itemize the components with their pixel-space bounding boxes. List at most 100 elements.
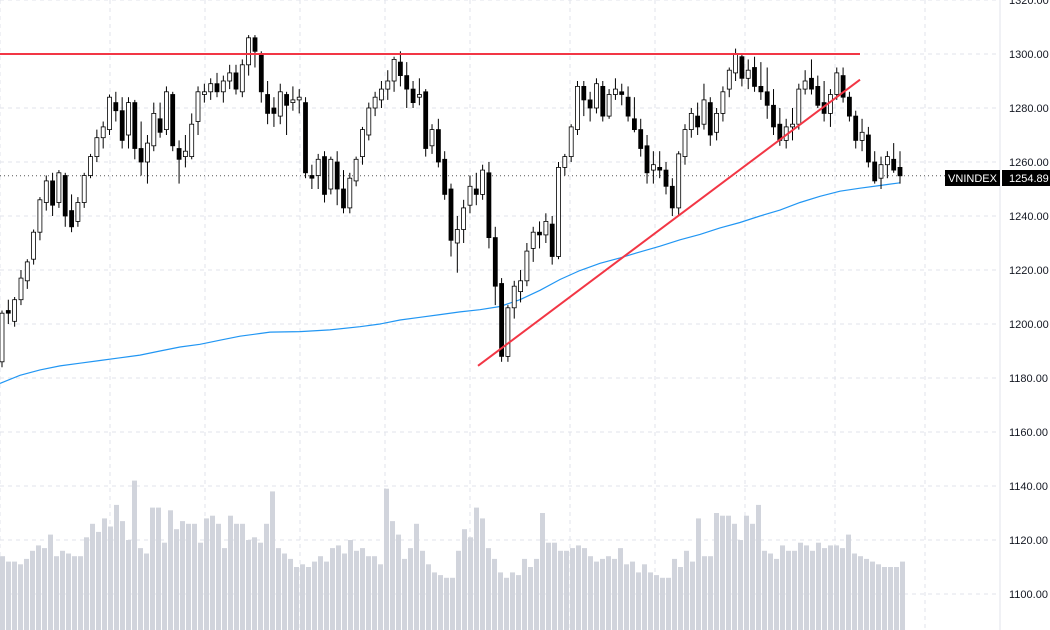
candle-body — [499, 283, 505, 357]
candle-body — [442, 158, 448, 195]
candle — [94, 129, 100, 162]
candle — [31, 229, 37, 265]
candle — [410, 81, 416, 108]
volume-bar — [642, 564, 647, 630]
candle-body — [809, 77, 814, 90]
candle — [505, 305, 511, 362]
candle-body — [189, 123, 195, 157]
volume-bar — [426, 564, 431, 630]
volume-bar — [132, 480, 137, 630]
candle — [397, 51, 403, 87]
candle — [859, 118, 865, 152]
candle — [530, 226, 536, 262]
candle — [720, 86, 726, 122]
volume-bar — [210, 515, 215, 630]
last-price-tag: VNINDEX 1254.89 — [945, 170, 1050, 186]
volume-bar — [468, 537, 473, 630]
candle-body — [505, 307, 511, 357]
candle-body — [239, 64, 245, 93]
candle — [138, 121, 144, 176]
candle-body — [163, 91, 169, 131]
volume-bar — [12, 561, 17, 630]
volume-bar — [294, 567, 299, 630]
candle — [809, 59, 814, 95]
price-tick-label: 1100.00 — [1009, 589, 1048, 601]
volume-bar — [894, 567, 899, 630]
candle — [764, 67, 770, 119]
candle-body — [594, 83, 599, 109]
candle — [12, 297, 18, 327]
candle-body — [75, 202, 81, 222]
candle — [119, 97, 125, 149]
candle-body — [461, 207, 467, 230]
price-tick-label: 1260.00 — [1009, 157, 1049, 169]
candle-body — [360, 129, 365, 158]
candle — [657, 151, 663, 179]
candle-body — [258, 53, 264, 93]
volume-bar — [498, 572, 503, 630]
candle — [651, 151, 656, 184]
candle-body — [271, 107, 277, 114]
volume-bar — [696, 518, 701, 630]
candle — [739, 54, 745, 87]
volume-bar — [702, 556, 707, 630]
candle-body — [277, 91, 283, 117]
candle-body — [815, 86, 821, 106]
trend-line[interactable] — [477, 78, 861, 367]
volume-bar — [252, 537, 257, 630]
candle — [271, 97, 277, 127]
candle — [246, 35, 252, 76]
volume-bar — [156, 507, 161, 630]
volume-bar — [54, 556, 59, 630]
candle — [239, 59, 245, 98]
candle — [587, 91, 593, 122]
candle-body — [802, 80, 808, 90]
candle-body — [847, 96, 852, 117]
candle-body — [701, 99, 707, 125]
candle — [575, 81, 580, 135]
candle-body — [94, 137, 100, 157]
volume-bar — [342, 553, 347, 630]
candle — [543, 213, 549, 243]
candle-body — [391, 59, 397, 82]
candle-body — [714, 113, 719, 133]
volume-bar — [48, 534, 53, 630]
candle-body — [50, 180, 55, 206]
candle-body — [448, 188, 454, 241]
price-tick-label: 1240.00 — [1009, 211, 1049, 223]
volume-bar — [288, 558, 293, 630]
candle-body — [669, 185, 675, 209]
volume-bar — [786, 550, 791, 630]
price-axis[interactable]: 1320.00 1300.00 1280.00 1260.00 1240.00 1220.… — [1009, 0, 1049, 601]
candle — [885, 151, 890, 179]
candle-body — [878, 164, 884, 179]
candle-body — [562, 156, 568, 168]
candle-body — [81, 175, 87, 203]
candle — [69, 194, 74, 233]
candle-body — [739, 56, 745, 79]
candle-body — [695, 115, 700, 128]
candle-body — [543, 220, 549, 236]
candle-body — [885, 156, 890, 166]
volume-bar — [234, 523, 239, 630]
candle-body — [37, 199, 43, 233]
volume-bar — [180, 521, 185, 630]
candle — [511, 280, 517, 319]
candle-body — [745, 69, 751, 79]
candle-body — [663, 169, 669, 187]
candle — [88, 153, 93, 179]
volume-bar — [864, 558, 869, 630]
volume-bar — [714, 513, 719, 630]
candle-body — [378, 88, 384, 101]
volume-bar — [126, 540, 131, 630]
candle-body — [347, 177, 353, 209]
drawings — [0, 53, 861, 367]
candle — [688, 108, 694, 138]
volume-bar — [306, 567, 311, 630]
candle-body — [480, 169, 486, 195]
candle — [790, 108, 795, 141]
volume-bar — [0, 556, 5, 630]
candle — [442, 151, 448, 200]
volume-bar — [174, 529, 179, 630]
